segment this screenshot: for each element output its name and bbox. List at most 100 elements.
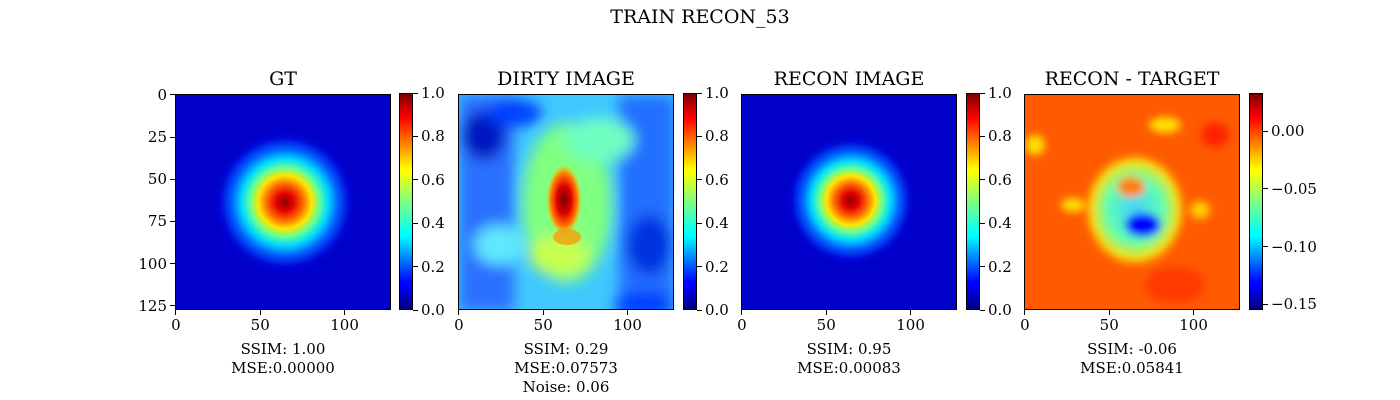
metric-line: SSIM: 0.95 — [806, 340, 892, 358]
colorbar-tick-mark — [413, 222, 418, 224]
colorbar-tick-label: 0.2 — [421, 257, 445, 276]
colorbar-tick-label: 0.8 — [705, 127, 729, 146]
colorbar-tick-mark — [697, 92, 702, 94]
y-tick-label: 0 — [157, 85, 167, 104]
metrics-text: SSIM: 0.95 MSE:0.00083 — [729, 340, 969, 378]
metric-line: MSE:0.00083 — [797, 359, 901, 377]
colorbar-tick-label: 0.6 — [705, 170, 729, 189]
colorbar-tick-mark — [697, 309, 702, 311]
x-tick-label: 100 — [613, 316, 642, 334]
colorbar-tick-label: 0.0 — [705, 301, 729, 319]
metric-line: SSIM: 1.00 — [240, 340, 326, 358]
y-tick-label: 75 — [147, 212, 167, 231]
x-tick-mark — [344, 310, 346, 315]
panel-title: RECON IMAGE — [773, 68, 925, 90]
colorbar-tick-mark — [697, 179, 702, 181]
x-tick-label: 50 — [1099, 316, 1119, 334]
colorbar-tick-label: 1.0 — [988, 84, 1012, 102]
y-tick-mark — [170, 94, 175, 96]
metrics-text: SSIM: 0.29 MSE:0.07573 Noise: 0.06 — [446, 340, 686, 397]
heatmap-image — [458, 94, 674, 310]
colorbar-tick-mark — [697, 266, 702, 268]
colorbar-tick-mark — [980, 309, 985, 311]
colorbar-tick-mark — [980, 222, 985, 224]
y-tick-mark — [170, 220, 175, 222]
metric-line: MSE:0.05841 — [1080, 359, 1184, 377]
colorbar-tick-label: −0.15 — [1271, 295, 1317, 314]
x-tick-label: 50 — [533, 316, 553, 334]
colorbar-tick-label: 1.0 — [421, 84, 445, 102]
metric-line: MSE:0.07573 — [514, 359, 618, 377]
colorbar-tick-mark — [413, 92, 418, 94]
x-tick-mark — [627, 310, 629, 315]
colorbar-tick-label: 0.2 — [988, 257, 1012, 276]
x-tick-mark — [175, 310, 177, 315]
heatmap-image — [1024, 94, 1240, 310]
x-tick-label: 100 — [896, 316, 925, 334]
colorbar-tick-mark — [413, 309, 418, 311]
colorbar — [683, 93, 697, 310]
colorbar-tick-mark — [1263, 130, 1268, 132]
x-tick-mark — [1108, 310, 1110, 315]
metric-line: Noise: 0.06 — [522, 378, 610, 396]
colorbar-tick-label: 0.2 — [705, 257, 729, 276]
colorbar-tick-label: −0.05 — [1271, 179, 1317, 198]
colorbar-tick-label: −0.10 — [1271, 237, 1317, 256]
colorbar-tick-label: 0.8 — [988, 127, 1012, 146]
colorbar-tick-label: 1.0 — [705, 84, 729, 102]
metrics-text: SSIM: -0.06 MSE:0.05841 — [1012, 340, 1252, 378]
colorbar-tick-mark — [1263, 246, 1268, 248]
colorbar-tick-label: 0.4 — [705, 214, 729, 233]
panel-title: RECON - TARGET — [1044, 68, 1220, 90]
colorbar-tick-label: 0.0 — [421, 301, 445, 319]
y-tick-mark — [170, 136, 175, 138]
colorbar — [966, 93, 980, 310]
colorbar-tick-label: 0.0 — [988, 301, 1012, 319]
colorbar — [1249, 93, 1263, 310]
x-tick-label: 0 — [1020, 316, 1030, 334]
x-tick-mark — [458, 310, 460, 315]
colorbar-tick-mark — [1263, 303, 1268, 305]
heatmap-image — [741, 94, 957, 310]
y-tick-mark — [170, 305, 175, 307]
x-tick-label: 100 — [1179, 316, 1208, 334]
colorbar-tick-mark — [697, 135, 702, 137]
x-tick-label: 0 — [171, 316, 181, 334]
heatmap-image — [175, 94, 391, 310]
y-tick-mark — [170, 178, 175, 180]
colorbar-tick-mark — [980, 92, 985, 94]
colorbar-tick-mark — [980, 179, 985, 181]
x-tick-mark — [825, 310, 827, 315]
colorbar-tick-label: 0.6 — [988, 170, 1012, 189]
colorbar-tick-label: 0.4 — [988, 214, 1012, 233]
colorbar-tick-mark — [413, 266, 418, 268]
panel-title: GT — [269, 68, 297, 90]
x-tick-mark — [910, 310, 912, 315]
x-tick-label: 50 — [250, 316, 270, 334]
colorbar-tick-mark — [413, 179, 418, 181]
x-tick-label: 50 — [816, 316, 836, 334]
colorbar-tick-mark — [980, 135, 985, 137]
colorbar-tick-mark — [697, 222, 702, 224]
x-tick-label: 100 — [330, 316, 359, 334]
x-tick-mark — [542, 310, 544, 315]
x-tick-mark — [741, 310, 743, 315]
metric-line: SSIM: -0.06 — [1087, 340, 1177, 358]
colorbar-tick-mark — [413, 135, 418, 137]
x-tick-mark — [1024, 310, 1026, 315]
y-tick-label: 125 — [138, 296, 167, 315]
panel-title: DIRTY IMAGE — [497, 68, 635, 90]
y-tick-mark — [170, 263, 175, 265]
colorbar-tick-label: 0.00 — [1271, 122, 1305, 141]
figure-title: TRAIN RECON_53 — [610, 6, 790, 28]
metrics-text: SSIM: 1.00 MSE:0.00000 — [163, 340, 403, 378]
colorbar-tick-label: 0.4 — [421, 214, 445, 233]
colorbar-tick-label: 0.6 — [421, 170, 445, 189]
x-tick-label: 0 — [737, 316, 747, 334]
x-tick-mark — [1193, 310, 1195, 315]
metric-line: MSE:0.00000 — [231, 359, 335, 377]
colorbar-tick-mark — [980, 266, 985, 268]
x-tick-label: 0 — [454, 316, 464, 334]
y-tick-label: 100 — [138, 254, 167, 273]
colorbar — [399, 93, 413, 310]
